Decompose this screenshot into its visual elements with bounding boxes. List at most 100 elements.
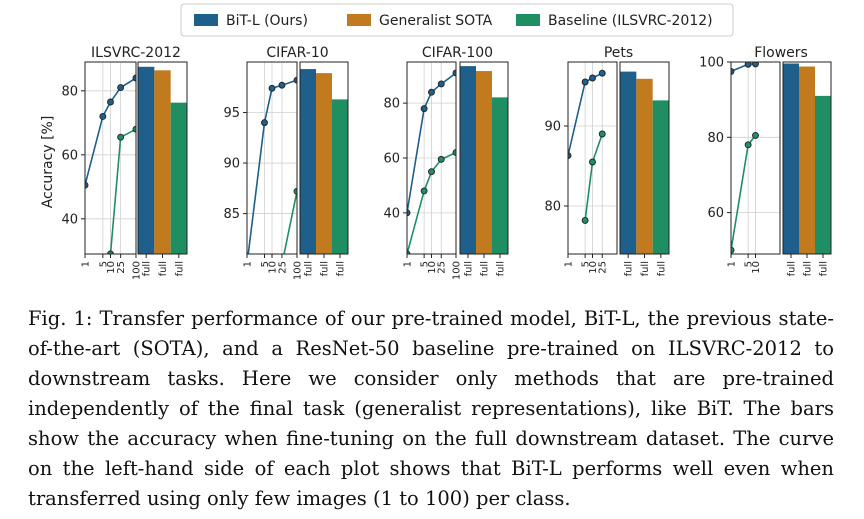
x-tick-label: 1 [727,261,738,267]
x-tick-label: 100 [293,261,304,280]
x-tick-label: 10 [106,261,117,274]
x-tick-label: 5 [581,261,592,267]
data-point-base [752,131,759,139]
x-tick-label: 1 [81,261,92,267]
data-point-base [589,158,596,166]
panel-lines [731,62,759,254]
bar-tick-label: full [158,261,169,276]
bar-sota [316,73,332,255]
y-tick-label: 80 [61,84,78,99]
bar-tick-label: full [336,261,347,276]
bar-base [332,99,348,255]
y-tick-label: 60 [61,148,78,163]
y-tick-label: 90 [223,157,240,172]
series-line-base [584,133,604,221]
data-point-base [117,133,125,141]
x-tick-label: 1 [564,261,575,267]
x-tick-label: 100 [452,261,463,280]
y-tick-label: 60 [383,152,400,167]
bar-tick-label: full [142,261,153,276]
panel-4: Flowers 60 80 100 1 510 full full full [699,45,832,276]
data-point-bit [132,74,136,82]
data-point-base [107,250,114,254]
series-line-bit [568,72,603,156]
y-tick-label: 40 [61,212,78,227]
bar-sota [476,71,492,255]
data-point-base [581,216,589,224]
data-point-bit [581,78,589,86]
bar-tick-label: full [640,261,651,276]
data-point-base [744,141,752,149]
data-point-base [452,149,456,156]
legend-frame [180,3,734,37]
bar-base [815,95,831,254]
x-tick-label: 10 [427,261,438,274]
x-tick-label: 10 [751,261,762,274]
data-point-base [428,168,435,176]
bar-bit [138,66,155,254]
y-tick-label: 60 [707,206,724,221]
data-point-base [598,130,606,138]
data-point-bit [598,69,606,77]
panel-lines [85,74,136,254]
bar-sota [636,78,653,254]
data-point-bit [107,98,114,106]
bar-tick-label: full [624,261,635,276]
panel-title: CIFAR-10 [266,45,328,61]
bar-base [170,102,187,254]
data-point-bit [268,84,276,92]
legend-label-sota: Generalist SOTA [379,13,493,29]
data-point-bit [452,69,456,77]
x-tick-label: 25 [598,261,609,274]
y-tick-label: 95 [223,106,240,121]
series-line-base [283,191,297,254]
data-point-bit [420,105,428,113]
x-tick-label: 1 [403,261,414,267]
bar-base [492,97,508,254]
y-tick-label: 40 [383,206,400,221]
x-tick-label: 100 [132,261,143,280]
y-tick-label: 80 [544,200,561,215]
panel-lines [407,69,456,254]
legend-label-bit: BiT-L (Ours) [226,13,308,29]
data-point-base [132,125,136,133]
bar-base [652,100,669,255]
bar-bit [300,69,316,254]
data-point-bit [589,74,596,82]
x-tick-label: 5 [420,261,431,267]
x-tick-label: 25 [116,261,127,274]
data-point-bit [85,181,89,189]
data-point-bit [117,84,125,92]
y-tick-label: 80 [707,131,724,146]
y-tick-label: 90 [544,120,561,135]
y-tick-label: 80 [383,97,400,112]
data-point-bit [744,62,752,68]
bar-tick-label: full [464,261,475,276]
data-point-base [731,246,735,254]
bar-tick-label: full [320,261,331,276]
data-point-base [437,155,445,163]
bar-bit [620,71,637,254]
legend-label-baseline: Baseline (ILSVRC-2012) [548,13,713,29]
panel-title: CIFAR-100 [422,45,493,61]
figure: BiT-L (Ours) Generalist SOTA Baseline (I… [40,3,832,280]
bar-sota [799,66,815,255]
bar-tick-label: full [656,261,667,276]
y-tick-label: 85 [223,207,240,222]
data-point-base [407,250,411,254]
series-line-bit [731,63,756,73]
bar-tick-label: full [819,261,830,276]
x-tick-label: 5 [744,261,755,267]
bar-tick-label: full [480,261,491,276]
legend: BiT-L (Ours) Generalist SOTA Baseline (I… [180,3,734,37]
panel-lines [247,76,297,254]
panel-title: Pets [604,45,633,61]
data-point-bit [261,119,268,127]
x-tick-label: 5 [98,261,109,267]
x-tick-label: 25 [277,261,288,274]
legend-swatch-bit [194,14,218,26]
data-point-bit [731,67,735,75]
